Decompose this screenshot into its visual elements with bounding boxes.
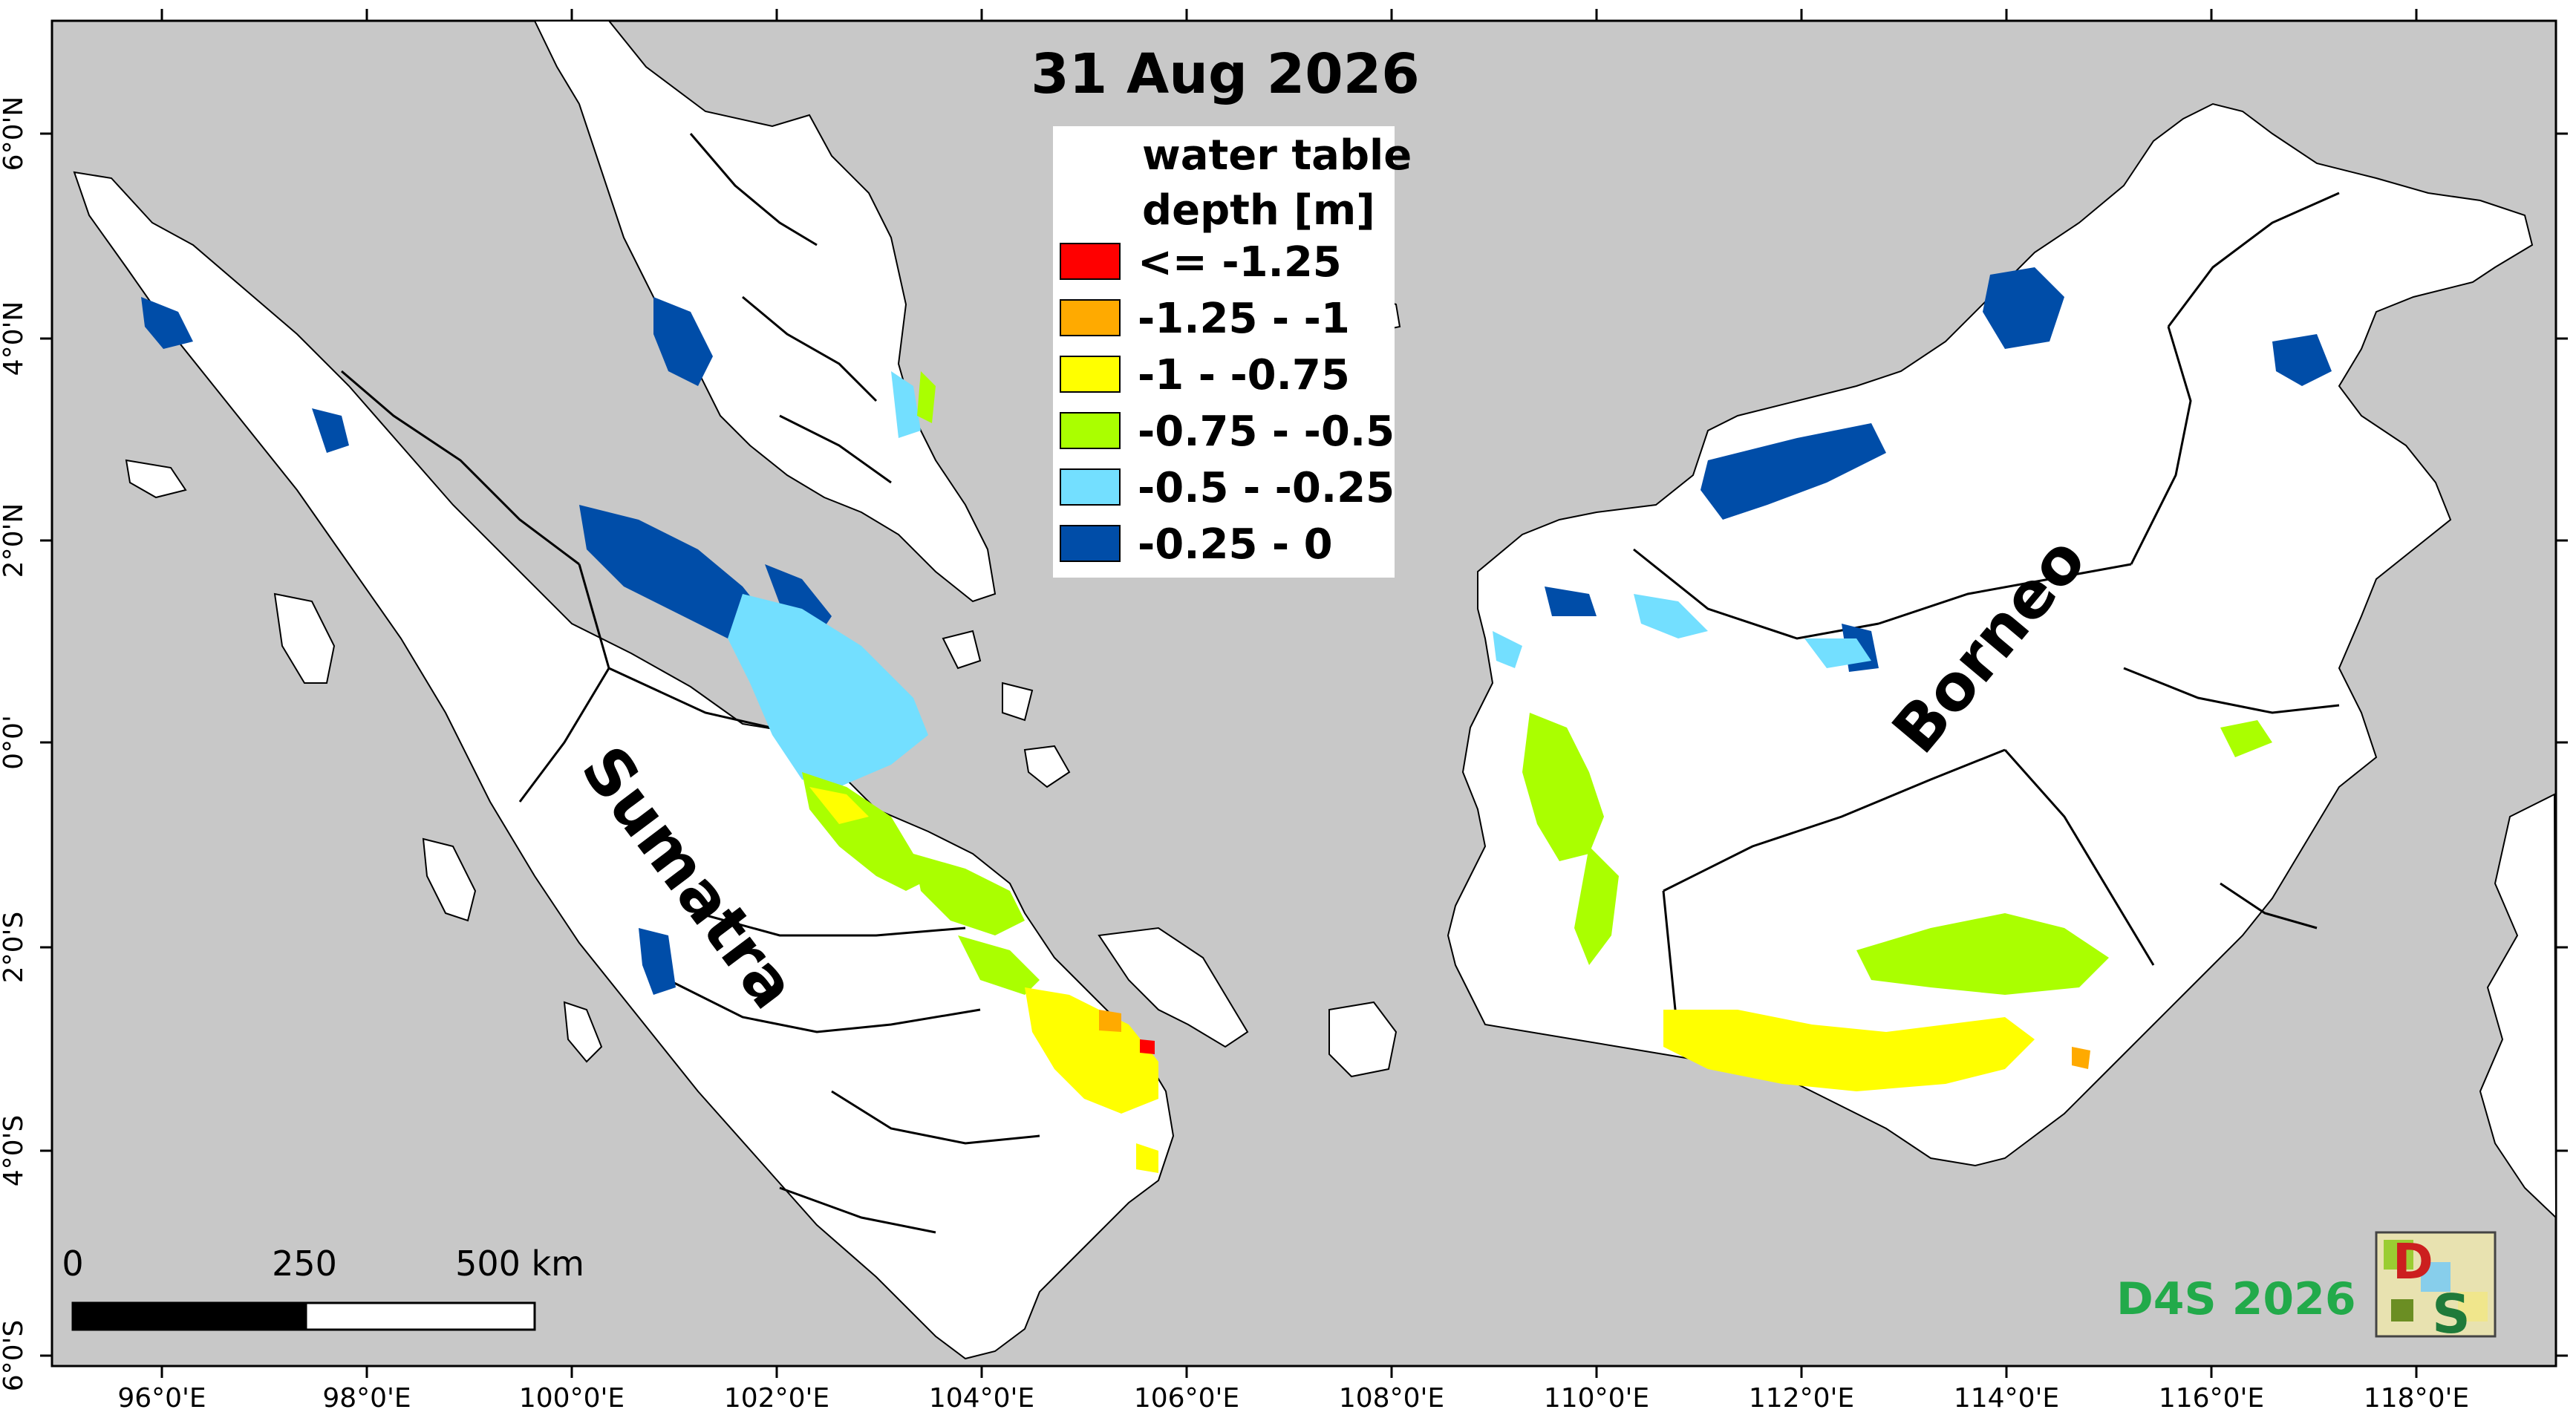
lon-tick-label: 110°0'E bbox=[1544, 1383, 1649, 1414]
scale-bar-white bbox=[304, 1301, 536, 1331]
land-layer bbox=[73, 20, 2557, 1360]
legend-swatch bbox=[1060, 299, 1121, 336]
siberut-land bbox=[422, 837, 477, 922]
depth-class-patch bbox=[1804, 638, 1871, 668]
depth-class-patch bbox=[1663, 1010, 2035, 1091]
lon-tick-label: 114°0'E bbox=[1954, 1383, 2059, 1414]
legend-label: -0.25 - 0 bbox=[1138, 520, 1333, 569]
lon-tick-label: 96°0'E bbox=[117, 1383, 206, 1414]
nias-land bbox=[273, 592, 336, 684]
legend: water table depth [m] <= -1.25 -1.25 - -1… bbox=[1053, 126, 1412, 578]
legend-label: -0.5 - -0.25 bbox=[1138, 464, 1395, 512]
lat-tick-label: 4°0'S bbox=[0, 1115, 29, 1187]
legend-label: -1.25 - -1 bbox=[1138, 295, 1350, 343]
legend-items: <= -1.25 -1.25 - -1 -1 - -0.75 -0.75 - -0.5… bbox=[1060, 238, 1395, 569]
graticule-ticks: 96°0'E 98°0'E 100°0'E 102°0'E 104°0'E 106°0'E… bbox=[0, 9, 2568, 1414]
depth-class-patch bbox=[917, 371, 936, 423]
scale-label-250: 250 bbox=[272, 1244, 337, 1284]
depth-class-patch bbox=[2272, 334, 2332, 386]
depth-class-patch bbox=[1574, 846, 1619, 965]
logo-letter-d: D bbox=[2393, 1233, 2433, 1290]
depth-class-patch bbox=[1983, 267, 2064, 349]
scale-bar-black bbox=[71, 1301, 307, 1331]
lat-tick-label: 6°0'S bbox=[0, 1320, 29, 1392]
depth-class-patch bbox=[1522, 713, 1604, 861]
credit-text: D4S 2026 bbox=[2116, 1273, 2356, 1325]
malay-peninsula-land bbox=[533, 20, 997, 603]
depth-class-patch bbox=[1136, 1143, 1158, 1173]
sumatra-land bbox=[73, 171, 1175, 1360]
lat-tick-label: 6°0'N bbox=[0, 97, 29, 171]
depth-class-patch bbox=[579, 505, 772, 653]
d4s-logo-icon: D S bbox=[2375, 1231, 2497, 1345]
peat-depth-layer bbox=[141, 267, 2332, 1173]
simeulue-land bbox=[125, 459, 187, 499]
depth-class-patch bbox=[913, 854, 1025, 935]
legend-swatch bbox=[1060, 468, 1121, 506]
sulawesi-land bbox=[2479, 793, 2557, 1220]
lon-tick-label: 108°0'E bbox=[1339, 1383, 1444, 1414]
logo-letter-s: S bbox=[2432, 1283, 2471, 1345]
lon-tick-label: 104°0'E bbox=[929, 1383, 1034, 1414]
lon-tick-label: 112°0'E bbox=[1749, 1383, 1854, 1414]
depth-class-patch bbox=[639, 928, 676, 995]
lon-tick-label: 102°0'E bbox=[724, 1383, 829, 1414]
riau-island-2 bbox=[1002, 682, 1034, 722]
depth-class-patch bbox=[2220, 720, 2272, 757]
lon-tick-label: 100°0'E bbox=[519, 1383, 625, 1414]
lon-tick-label: 118°0'E bbox=[2364, 1383, 2469, 1414]
scale-label-500: 500 km bbox=[455, 1244, 584, 1284]
legend-label: <= -1.25 bbox=[1138, 238, 1342, 287]
lon-tick-label: 98°0'E bbox=[322, 1383, 411, 1414]
depth-class-patch bbox=[1701, 423, 1886, 520]
depth-class-patch bbox=[809, 787, 869, 824]
riau-island-1 bbox=[942, 630, 982, 670]
depth-class-patch bbox=[141, 297, 193, 349]
depth-class-patch bbox=[891, 371, 921, 438]
legend-swatch bbox=[1060, 356, 1121, 393]
depth-class-patch bbox=[653, 297, 713, 386]
legend-title-line1: water table bbox=[1142, 131, 1412, 180]
legend-swatch bbox=[1060, 412, 1121, 449]
belitung-land bbox=[1328, 1001, 1398, 1078]
depth-class-patch bbox=[1493, 631, 1522, 668]
lat-tick-label: 2°0'N bbox=[0, 503, 29, 578]
lingga-land bbox=[1023, 745, 1071, 788]
depth-class-patch bbox=[1545, 587, 1597, 616]
scale-label-0: 0 bbox=[62, 1244, 83, 1284]
lat-tick-label: 0°0' bbox=[0, 715, 29, 770]
legend-label: -1 - -0.75 bbox=[1138, 351, 1350, 399]
depth-class-patch bbox=[312, 408, 349, 453]
depth-class-patch bbox=[958, 935, 1040, 995]
legend-swatch bbox=[1060, 525, 1121, 562]
lat-tick-label: 4°0'N bbox=[0, 301, 29, 376]
depth-class-patch bbox=[2072, 1047, 2090, 1069]
depth-class-patch bbox=[1634, 594, 1708, 638]
lat-tick-label: 2°0'S bbox=[0, 912, 29, 984]
legend-label: -0.75 - -0.5 bbox=[1138, 408, 1395, 456]
lon-tick-label: 106°0'E bbox=[1134, 1383, 1239, 1414]
depth-class-patch bbox=[1025, 987, 1158, 1114]
legend-title-line2: depth [m] bbox=[1142, 186, 1375, 235]
depth-class-patch bbox=[728, 594, 928, 787]
depth-class-patch bbox=[1099, 1010, 1121, 1032]
bangka-land bbox=[1098, 927, 1249, 1048]
mentawai-land bbox=[563, 1001, 603, 1063]
lon-tick-label: 116°0'E bbox=[2159, 1383, 2264, 1414]
legend-swatch bbox=[1060, 243, 1121, 280]
borneo-land bbox=[1447, 102, 2534, 1167]
map-title: 31 Aug 2026 bbox=[1031, 42, 1419, 106]
depth-class-patch bbox=[1856, 913, 2109, 995]
depth-class-patch bbox=[1140, 1039, 1155, 1054]
scale-bar: 0 250 500 km bbox=[62, 1244, 584, 1331]
